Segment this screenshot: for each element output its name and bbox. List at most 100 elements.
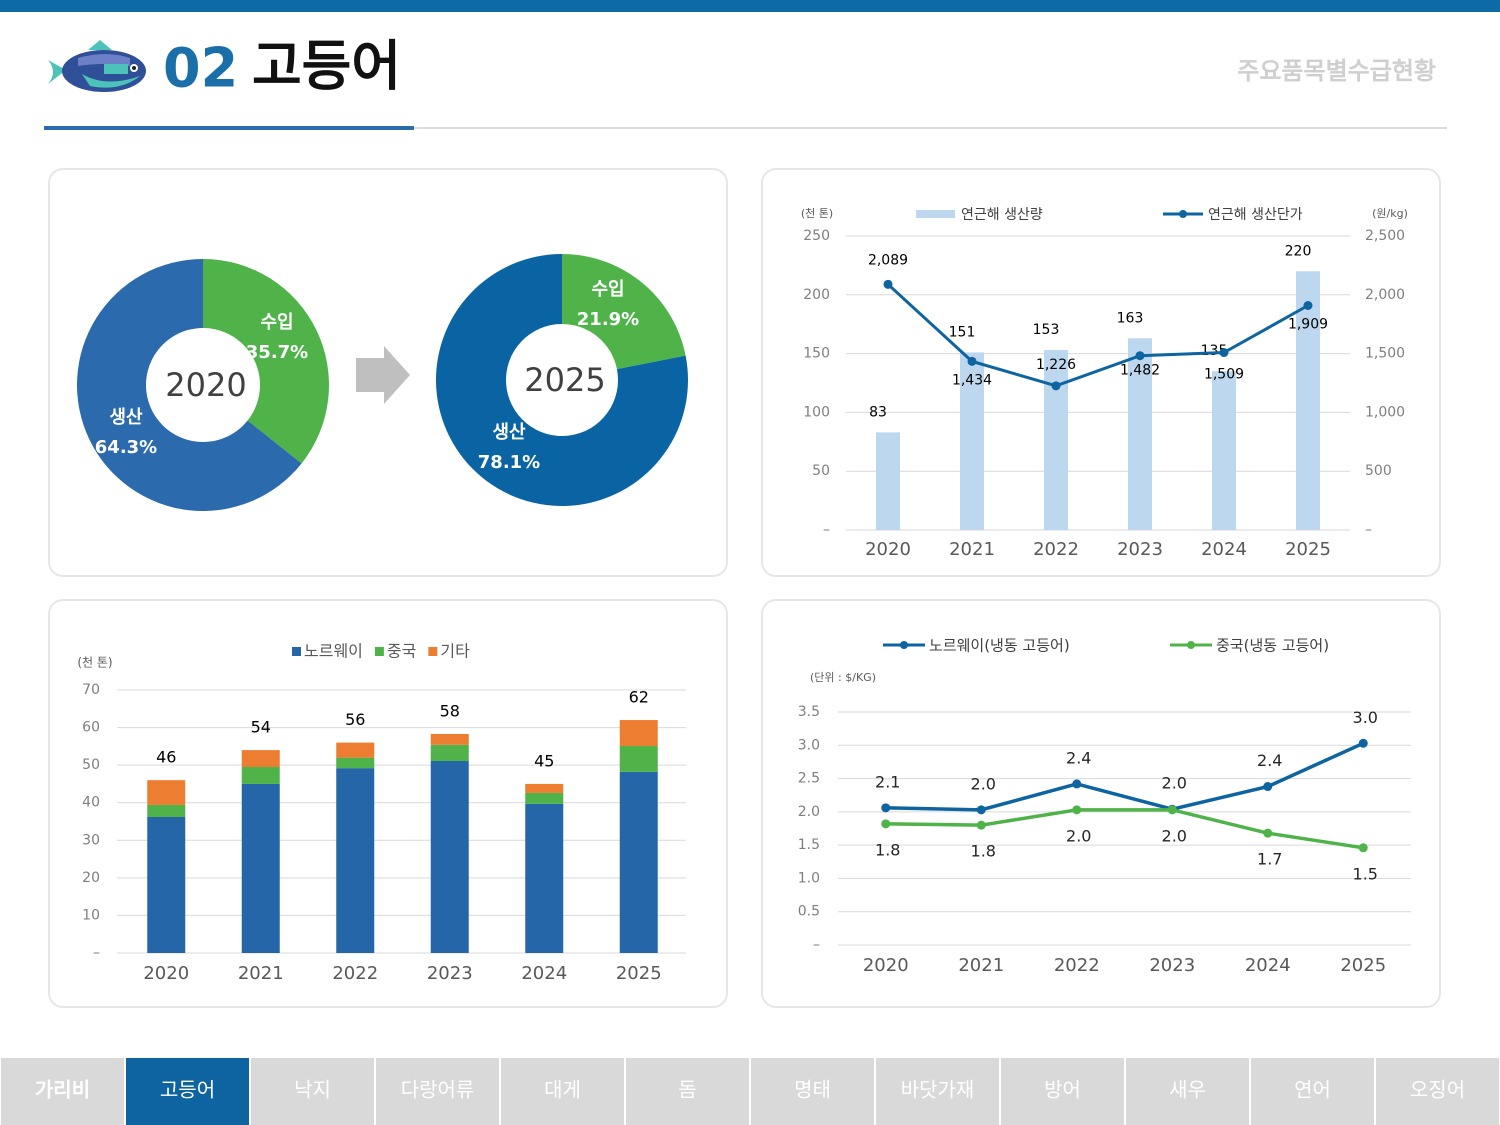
pie-slice [436, 254, 688, 506]
nav-tab[interactable] [1, 1058, 124, 1125]
bar-value-label: 163 [1117, 310, 1144, 326]
nav-tab[interactable] [251, 1058, 374, 1125]
line-marker [1263, 782, 1273, 792]
nav-tab[interactable] [376, 1058, 499, 1125]
y-tick-label: 50 [82, 757, 100, 773]
legend-swatch [374, 647, 384, 656]
line-value-label: 1.7 [1257, 850, 1282, 869]
y-tick-label: 20 [82, 870, 100, 886]
slice-label: 생산 [109, 407, 143, 428]
line-marker [881, 819, 891, 829]
x-tick-label: 2021 [238, 963, 284, 984]
x-tick-label: 2020 [143, 963, 189, 984]
pie-slice [203, 259, 330, 464]
nav-tab-label[interactable]: 새우 [1169, 1078, 1206, 1102]
line-value-label: 1,482 [1120, 363, 1160, 379]
y-tick-label: 1.5 [798, 837, 820, 853]
nav-tab[interactable] [126, 1058, 249, 1125]
nav-tab[interactable] [1251, 1058, 1374, 1125]
bar-segment [619, 771, 658, 953]
line-value-label: 2.0 [1066, 826, 1091, 845]
bar-segment [525, 803, 564, 953]
line-marker [1135, 351, 1145, 361]
legend-marker [1179, 210, 1187, 218]
total-label: 45 [534, 751, 554, 770]
y-tick-label: 150 [803, 346, 830, 362]
nav-tab-label[interactable]: 돔 [678, 1078, 696, 1102]
nav-tab[interactable] [1001, 1058, 1124, 1125]
bar-segment [430, 733, 469, 745]
axis-label: (원/kg) [1372, 207, 1408, 220]
nav-tab-label[interactable]: 명태 [794, 1078, 831, 1102]
y-tick-label: 1,000 [1365, 404, 1405, 420]
line-value-label: 1.5 [1353, 864, 1378, 883]
total-label: 46 [156, 748, 176, 767]
bar [1044, 350, 1068, 530]
line-value-label: 2.4 [1257, 751, 1282, 770]
bar-segment [619, 720, 658, 746]
line-value-label: 1,226 [1036, 357, 1076, 373]
nav-tab[interactable] [876, 1058, 999, 1125]
bar-segment [241, 750, 280, 768]
nav-tab-label[interactable]: 연어 [1294, 1078, 1331, 1102]
nav-tab[interactable] [501, 1058, 624, 1125]
panel [761, 168, 1441, 577]
total-label: 56 [345, 710, 365, 729]
line-value-label: 3.0 [1353, 708, 1378, 727]
x-tick-label: 2024 [1201, 539, 1247, 560]
y-tick-label: 3.0 [798, 737, 820, 753]
nav-tab[interactable] [1376, 1058, 1499, 1125]
legend-swatch [292, 647, 301, 656]
nav-tab-label[interactable]: 대게 [544, 1078, 581, 1102]
y-tick-label: 1,500 [1365, 346, 1405, 362]
bar-segment [430, 761, 469, 953]
line-value-label: 2.0 [1162, 774, 1187, 793]
line-value-label: 1,909 [1288, 317, 1328, 333]
nav-tab-label[interactable]: 오징어 [1410, 1078, 1465, 1102]
line-value-label: 2.4 [1066, 748, 1091, 767]
x-tick-label: 2023 [1117, 539, 1163, 560]
bar-segment [147, 816, 186, 953]
y-tick-label: 30 [82, 832, 100, 848]
line-value-label: 2.1 [875, 772, 900, 791]
line-marker [1072, 805, 1082, 815]
line-value-label: 2.0 [1162, 826, 1187, 845]
line-marker [1051, 381, 1061, 391]
bar-segment [241, 783, 280, 953]
line-marker [1167, 805, 1177, 815]
center-label: 2020 [165, 366, 246, 404]
pie-slice [76, 259, 302, 511]
nav-tab-label[interactable]: 낙지 [294, 1078, 331, 1102]
nav-tab-label[interactable]: 가리비 [35, 1078, 90, 1102]
bar-segment [147, 804, 186, 817]
slice-value: 78.1% [478, 452, 540, 473]
nav-tab-label[interactable]: 방어 [1044, 1078, 1081, 1102]
x-tick-label: 2022 [332, 963, 378, 984]
nav-tab-label[interactable]: 고등어 [160, 1078, 215, 1102]
y-tick-label: 250 [803, 228, 830, 244]
section-number: 02 [163, 37, 238, 100]
y-tick-label: 100 [803, 404, 830, 420]
nav-tab[interactable] [626, 1058, 749, 1125]
legend-marker [1187, 641, 1195, 649]
nav-tab-label[interactable]: 다랑어류 [401, 1078, 475, 1102]
x-tick-label: 2024 [521, 963, 567, 984]
line-marker [1219, 348, 1229, 358]
axis-label: (천 톤) [77, 655, 112, 670]
line-marker [1358, 843, 1368, 853]
line [885, 808, 1364, 850]
bar-segment [336, 768, 375, 953]
nav-tab-label[interactable]: 바닷가재 [901, 1078, 975, 1102]
x-tick-label: 2020 [865, 539, 911, 560]
section-title: 고등어 [252, 35, 401, 98]
nav-tab[interactable] [751, 1058, 874, 1125]
bar-segment [241, 767, 280, 784]
nav-tab[interactable] [1126, 1058, 1249, 1125]
line [886, 283, 1309, 388]
fish-icon [48, 40, 146, 92]
y-tick-label: – [813, 937, 820, 953]
line-value-label: 1,509 [1204, 367, 1244, 383]
slice-label: 수입 [260, 311, 293, 333]
line-marker [881, 803, 891, 813]
slice-value: 35.7% [246, 342, 308, 363]
